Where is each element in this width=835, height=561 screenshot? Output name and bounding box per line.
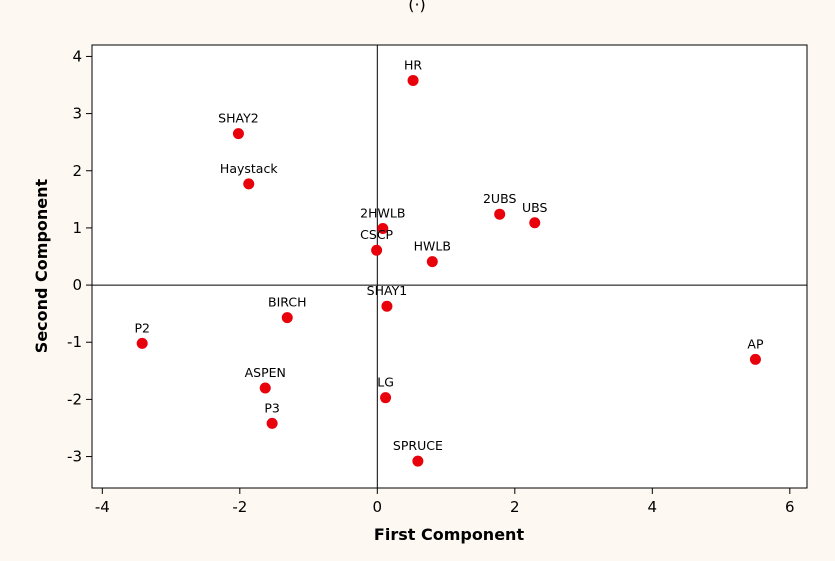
data-point [136, 337, 148, 349]
header-fragment: (·) [408, 0, 426, 14]
y-tick-label: -2 [67, 390, 82, 408]
point-label: LG [377, 375, 394, 390]
x-tick-label: -4 [95, 498, 110, 516]
data-point [266, 417, 278, 429]
data-point [426, 256, 438, 268]
y-axis-title: Second Component [32, 178, 51, 353]
data-point [377, 222, 389, 234]
y-axis-ticks: -3 -2 -1 0 1 2 3 4 [67, 47, 92, 466]
point-label: 2UBS [483, 191, 516, 206]
data-point [232, 128, 244, 140]
y-tick-label: 4 [72, 47, 82, 65]
point-label: Haystack [220, 161, 278, 176]
point-label: HWLB [414, 239, 451, 254]
point-label: SHAY2 [218, 111, 259, 126]
x-tick-label: -2 [232, 498, 247, 516]
data-point [259, 382, 271, 394]
x-tick-label: 4 [648, 498, 658, 516]
plot-area [91, 44, 808, 489]
point-label: ASPEN [245, 365, 286, 380]
data-points: HR SHAY2 Haystack 2HWLB CSCP 2UBS UBS HWLB SHAY1… [134, 57, 764, 467]
data-point [380, 392, 392, 404]
y-tick-label: 2 [72, 162, 82, 180]
data-point [243, 178, 255, 190]
point-label: BIRCH [268, 295, 306, 310]
data-point [371, 244, 383, 256]
point-label: UBS [522, 200, 548, 215]
y-tick-label: -1 [67, 333, 82, 351]
data-point [412, 455, 424, 467]
data-point [407, 74, 419, 86]
x-tick-label: 2 [510, 498, 520, 516]
point-label: AP [747, 336, 764, 351]
data-point [281, 312, 293, 324]
point-label: 2HWLB [360, 205, 405, 220]
y-tick-label: 3 [72, 105, 82, 123]
point-label: HR [404, 57, 422, 72]
point-label: SHAY1 [367, 283, 408, 298]
data-point [749, 353, 761, 365]
y-tick-label: 0 [72, 276, 82, 294]
data-point [529, 217, 541, 229]
y-tick-label: 1 [72, 219, 82, 237]
x-axis-ticks: -4 -2 0 2 4 6 [95, 488, 795, 516]
x-tick-label: 6 [785, 498, 795, 516]
point-label: P3 [264, 400, 280, 415]
point-label: P2 [134, 320, 150, 335]
point-label: SPRUCE [393, 438, 443, 453]
data-point [381, 300, 393, 312]
y-tick-label: -3 [67, 448, 82, 466]
x-axis-title: First Component [374, 525, 525, 544]
data-point [494, 208, 506, 220]
x-tick-label: 0 [373, 498, 383, 516]
point-label: CSCP [360, 227, 393, 242]
